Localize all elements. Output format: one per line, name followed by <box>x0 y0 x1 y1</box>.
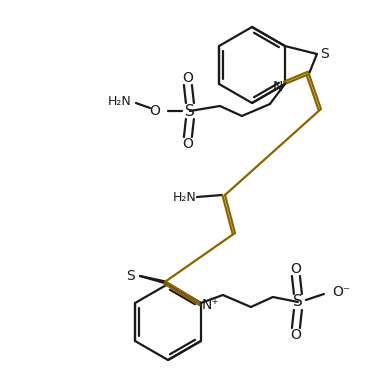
Text: S: S <box>321 47 329 61</box>
Text: O: O <box>291 328 301 342</box>
Text: S: S <box>127 269 135 283</box>
Text: O: O <box>149 104 160 118</box>
Text: H₂N: H₂N <box>108 94 132 107</box>
Text: N⁺: N⁺ <box>202 298 220 312</box>
Text: S: S <box>293 294 303 310</box>
Text: S: S <box>185 103 195 118</box>
Text: O: O <box>183 137 193 151</box>
Text: O: O <box>183 71 193 85</box>
Text: O: O <box>291 262 301 276</box>
Text: H₂N: H₂N <box>173 191 197 203</box>
Text: N: N <box>273 80 283 94</box>
Text: O⁻: O⁻ <box>332 285 350 299</box>
